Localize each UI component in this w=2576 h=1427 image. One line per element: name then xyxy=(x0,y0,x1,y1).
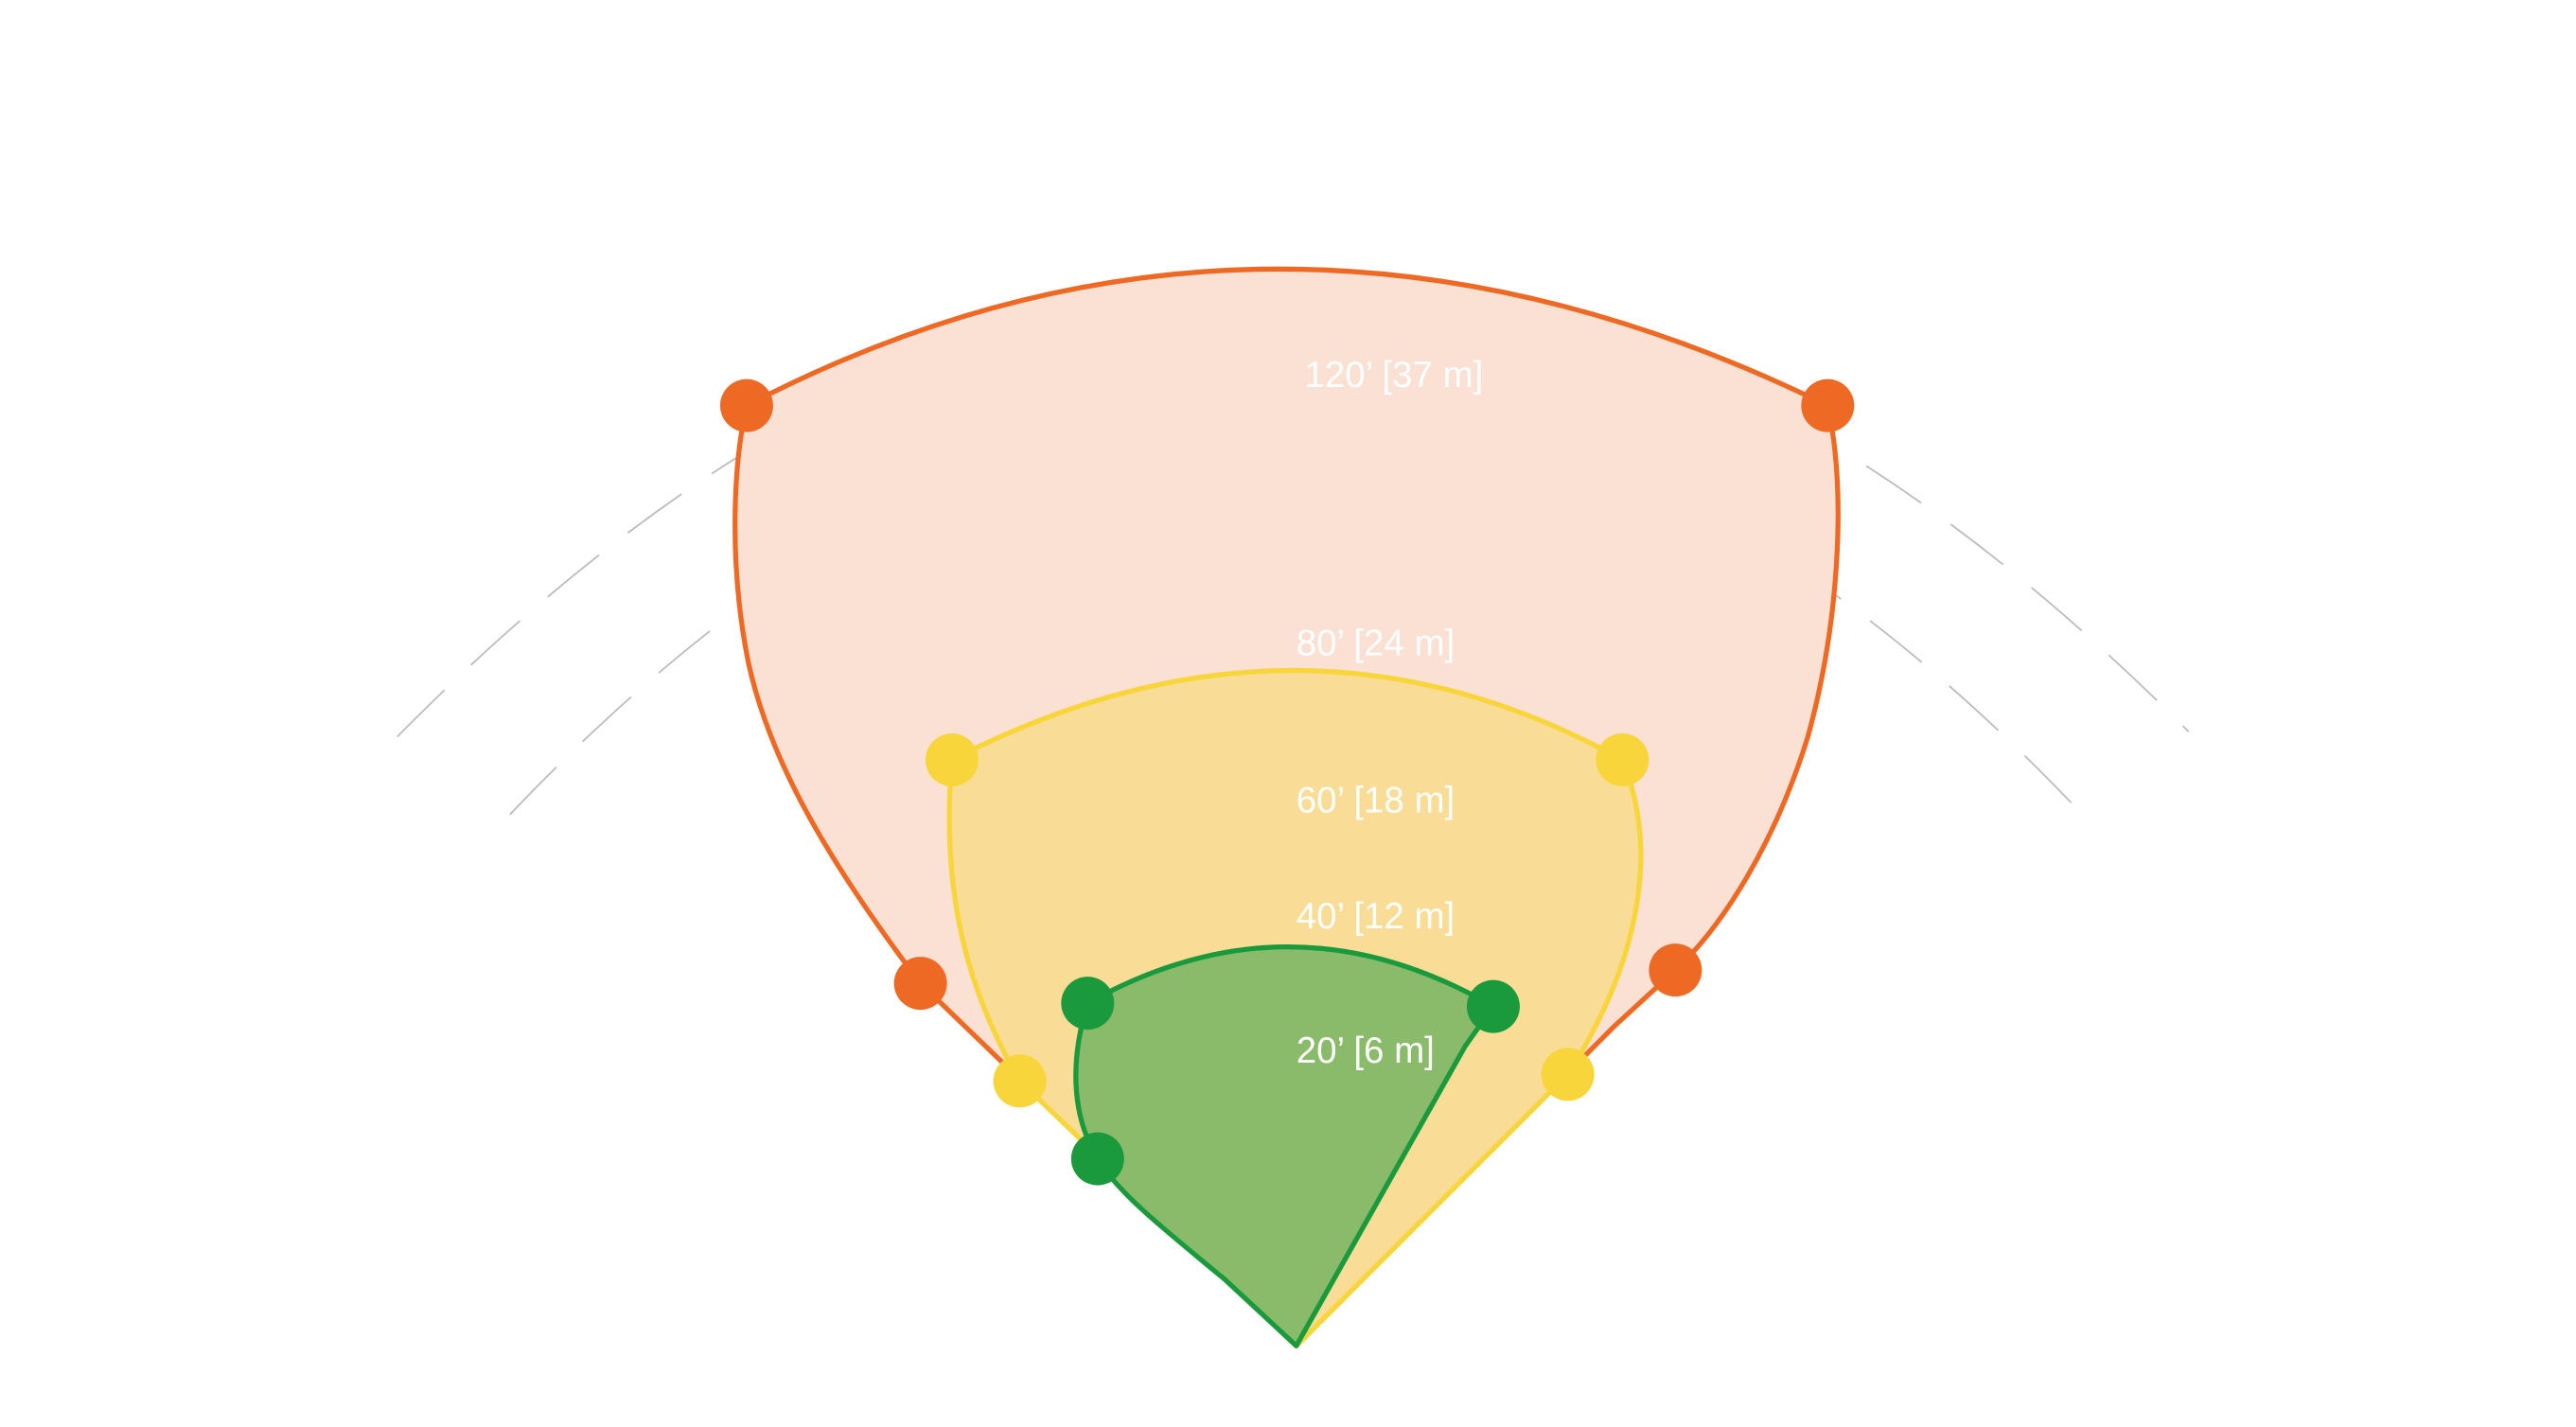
handle[interactable] xyxy=(1070,1132,1124,1186)
zone-20 xyxy=(1073,944,1496,1348)
handle[interactable] xyxy=(1649,943,1703,997)
handle[interactable] xyxy=(719,379,773,432)
handle[interactable] xyxy=(1596,732,1650,786)
handle[interactable] xyxy=(1801,379,1855,432)
handle[interactable] xyxy=(893,957,947,1011)
handle[interactable] xyxy=(993,1054,1047,1108)
handle[interactable] xyxy=(925,732,979,786)
green-handles[interactable] xyxy=(1061,977,1520,1186)
handle[interactable] xyxy=(1061,977,1115,1031)
range-label: 20’ [6 m] xyxy=(1297,1031,1435,1071)
handle[interactable] xyxy=(1541,1048,1595,1101)
range-label: 40’ [12 m] xyxy=(1297,896,1456,937)
yellow-handles[interactable] xyxy=(925,732,1650,1108)
range-label: 80’ [24 m] xyxy=(1297,623,1456,663)
handle[interactable] xyxy=(1466,979,1520,1033)
range-label: 60’ [18 m] xyxy=(1297,781,1456,821)
range-label: 120’ [37 m] xyxy=(1304,355,1483,396)
orange-handles[interactable] xyxy=(719,379,1855,1011)
